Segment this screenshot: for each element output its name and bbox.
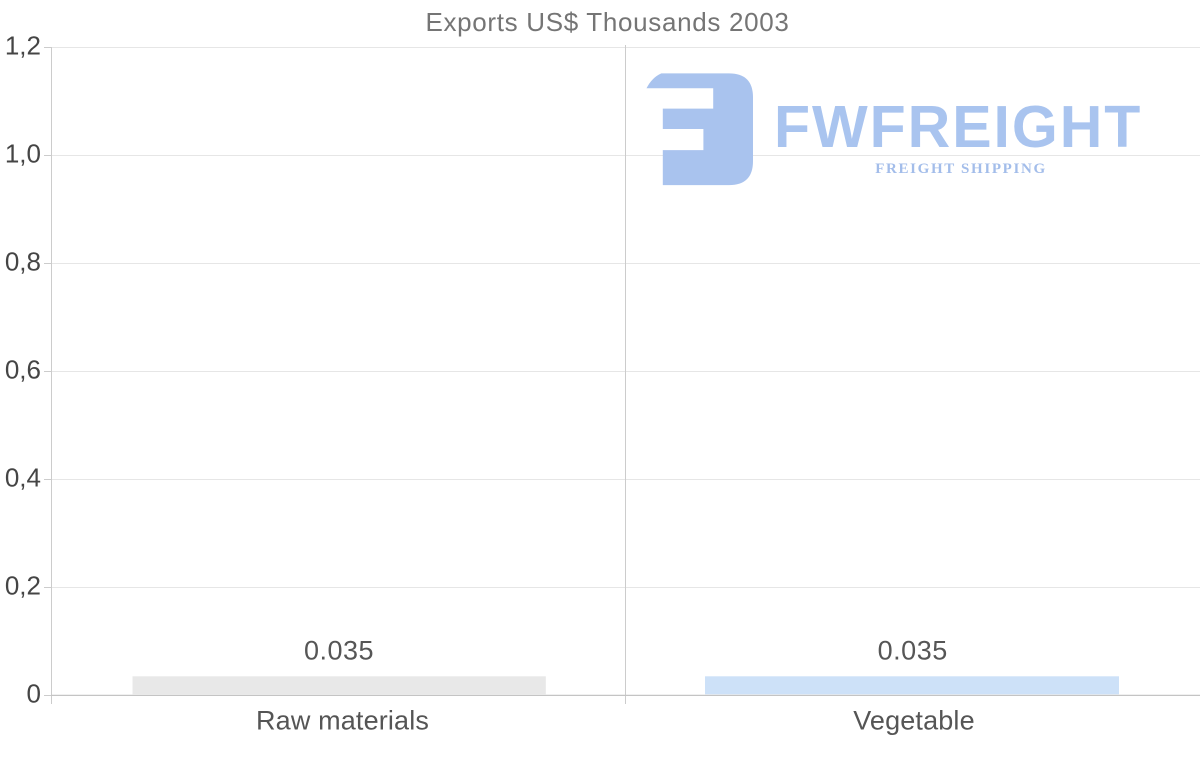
svg-text:Raw materials: Raw materials — [256, 705, 429, 735]
svg-text:0,2: 0,2 — [5, 571, 41, 601]
svg-text:0: 0 — [27, 679, 41, 709]
svg-text:FREIGHT SHIPPING: FREIGHT SHIPPING — [875, 161, 1047, 177]
svg-text:0,4: 0,4 — [5, 463, 41, 493]
svg-text:0.035: 0.035 — [304, 635, 374, 665]
svg-text:1,0: 1,0 — [5, 139, 41, 169]
svg-text:1,2: 1,2 — [5, 31, 41, 61]
svg-text:Vegetable: Vegetable — [853, 705, 974, 735]
svg-text:0,6: 0,6 — [5, 355, 41, 385]
svg-text:0,8: 0,8 — [5, 247, 41, 277]
svg-text:0.035: 0.035 — [878, 635, 948, 665]
svg-text:Exports US$ Thousands 2003: Exports US$ Thousands 2003 — [425, 7, 789, 37]
svg-text:FWFREIGHT: FWFREIGHT — [774, 94, 1142, 160]
